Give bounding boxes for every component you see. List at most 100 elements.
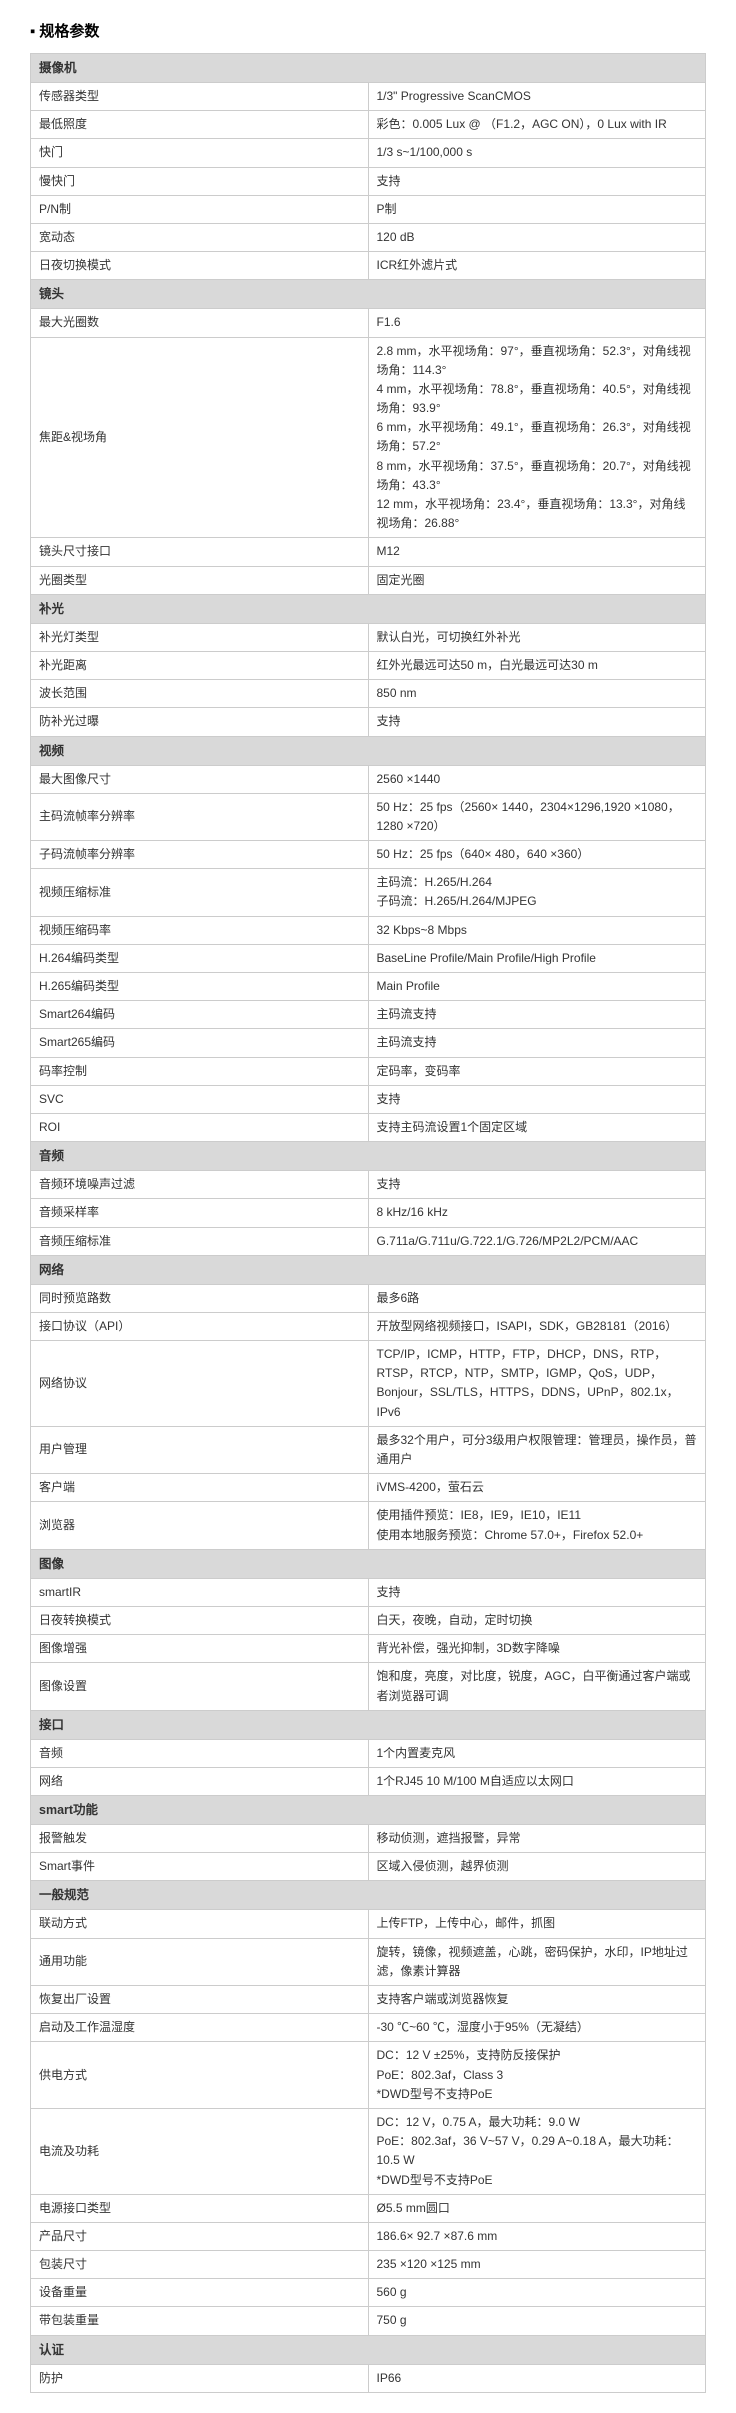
spec-value: IP66 (368, 2364, 706, 2392)
spec-label: 慢快门 (31, 167, 369, 195)
spec-label: Smart265编码 (31, 1029, 369, 1057)
spec-value: 红外光最远可达50 m，白光最远可达30 m (368, 651, 706, 679)
section-header: 音频 (31, 1142, 706, 1171)
section-header: 网络 (31, 1255, 706, 1284)
spec-label: 宽动态 (31, 223, 369, 251)
table-row: 同时预览路数最多6路 (31, 1284, 706, 1312)
spec-value: 彩色：0.005 Lux @ （F1.2，AGC ON），0 Lux with … (368, 111, 706, 139)
spec-value: 使用插件预览：IE8，IE9，IE10，IE11 使用本地服务预览：Chrome… (368, 1502, 706, 1549)
spec-value: 750 g (368, 2307, 706, 2335)
spec-value: 饱和度，亮度，对比度，锐度，AGC，白平衡通过客户端或者浏览器可调 (368, 1663, 706, 1710)
table-row: 视频压缩码率32 Kbps~8 Mbps (31, 916, 706, 944)
table-row: 防补光过曝支持 (31, 708, 706, 736)
section-header: 一般规范 (31, 1881, 706, 1910)
spec-label: 防补光过曝 (31, 708, 369, 736)
spec-label: 音频压缩标准 (31, 1227, 369, 1255)
spec-value: 主码流支持 (368, 1001, 706, 1029)
table-row: 音频环境噪声过滤支持 (31, 1171, 706, 1199)
spec-label: 防护 (31, 2364, 369, 2392)
spec-value: 1/3 s~1/100,000 s (368, 139, 706, 167)
spec-value: M12 (368, 538, 706, 566)
spec-value: 定码率，变码率 (368, 1057, 706, 1085)
spec-value: Ø5.5 mm圆口 (368, 2194, 706, 2222)
spec-value: G.711a/G.711u/G.722.1/G.726/MP2L2/PCM/AA… (368, 1227, 706, 1255)
table-row: 电源接口类型Ø5.5 mm圆口 (31, 2194, 706, 2222)
spec-label: 同时预览路数 (31, 1284, 369, 1312)
section-header-label: 视频 (31, 736, 706, 765)
section-header-label: 图像 (31, 1549, 706, 1578)
section-header: smart功能 (31, 1796, 706, 1825)
table-row: 供电方式DC：12 V ±25%，支持防反接保护 PoE：802.3af，Cla… (31, 2042, 706, 2109)
table-row: 光圈类型固定光圈 (31, 566, 706, 594)
table-row: 波长范围850 nm (31, 680, 706, 708)
spec-label: smartIR (31, 1578, 369, 1606)
section-header: 摄像机 (31, 54, 706, 83)
spec-value: 支持 (368, 167, 706, 195)
spec-value: 支持 (368, 1085, 706, 1113)
table-row: 日夜切换模式ICR红外滤片式 (31, 252, 706, 280)
table-row: 音频采样率8 kHz/16 kHz (31, 1199, 706, 1227)
table-row: 产品尺寸186.6× 92.7 ×87.6 mm (31, 2222, 706, 2250)
table-row: 报警触发移动侦测，遮挡报警，异常 (31, 1825, 706, 1853)
spec-label: 补光灯类型 (31, 623, 369, 651)
spec-label: 浏览器 (31, 1502, 369, 1549)
table-row: Smart事件区域入侵侦测，越界侦测 (31, 1853, 706, 1881)
spec-value: 186.6× 92.7 ×87.6 mm (368, 2222, 706, 2250)
section-header-label: 音频 (31, 1142, 706, 1171)
spec-value: 1个RJ45 10 M/100 M自适应以太网口 (368, 1767, 706, 1795)
table-row: ROI支持主码流设置1个固定区域 (31, 1113, 706, 1141)
table-row: H.264编码类型BaseLine Profile/Main Profile/H… (31, 944, 706, 972)
spec-value: 主码流支持 (368, 1029, 706, 1057)
spec-label: 恢复出厂设置 (31, 1986, 369, 2014)
spec-value: 默认白光，可切换红外补光 (368, 623, 706, 651)
spec-label: H.264编码类型 (31, 944, 369, 972)
table-row: 补光灯类型默认白光，可切换红外补光 (31, 623, 706, 651)
section-header: 图像 (31, 1549, 706, 1578)
spec-value: P制 (368, 195, 706, 223)
spec-label: 镜头尺寸接口 (31, 538, 369, 566)
spec-value: 移动侦测，遮挡报警，异常 (368, 1825, 706, 1853)
table-row: 接口协议（API）开放型网络视频接口，ISAPI，SDK，GB28181（201… (31, 1312, 706, 1340)
spec-value: 支持 (368, 1578, 706, 1606)
spec-label: 子码流帧率分辨率 (31, 841, 369, 869)
table-row: 启动及工作温湿度-30 ℃~60 ℃，湿度小于95%（无凝结） (31, 2014, 706, 2042)
table-row: smartIR支持 (31, 1578, 706, 1606)
spec-value: ICR红外滤片式 (368, 252, 706, 280)
spec-label: 供电方式 (31, 2042, 369, 2109)
spec-label: 传感器类型 (31, 83, 369, 111)
spec-label: 带包装重量 (31, 2307, 369, 2335)
spec-label: Smart264编码 (31, 1001, 369, 1029)
table-row: 网络协议TCP/IP，ICMP，HTTP，FTP，DHCP，DNS，RTP，RT… (31, 1341, 706, 1427)
spec-value: 32 Kbps~8 Mbps (368, 916, 706, 944)
table-row: 设备重量560 g (31, 2279, 706, 2307)
section-header: 镜头 (31, 280, 706, 309)
spec-value: F1.6 (368, 309, 706, 337)
spec-value: 560 g (368, 2279, 706, 2307)
section-header-label: 摄像机 (31, 54, 706, 83)
section-header: 接口 (31, 1710, 706, 1739)
spec-value: 旋转，镜像，视频遮盖，心跳，密码保护，水印，IP地址过滤，像素计算器 (368, 1938, 706, 1985)
table-row: 最低照度彩色：0.005 Lux @ （F1.2，AGC ON），0 Lux w… (31, 111, 706, 139)
table-row: 主码流帧率分辨率50 Hz：25 fps（2560× 1440，2304×129… (31, 793, 706, 840)
spec-value: 最多6路 (368, 1284, 706, 1312)
section-header-label: smart功能 (31, 1796, 706, 1825)
table-row: 客户端iVMS-4200，萤石云 (31, 1474, 706, 1502)
spec-label: 网络 (31, 1767, 369, 1795)
table-row: 镜头尺寸接口M12 (31, 538, 706, 566)
section-header-label: 补光 (31, 594, 706, 623)
spec-label: 焦距&视场角 (31, 337, 369, 538)
spec-value: 235 ×120 ×125 mm (368, 2251, 706, 2279)
spec-label: 视频压缩标准 (31, 869, 369, 916)
spec-value: 支持主码流设置1个固定区域 (368, 1113, 706, 1141)
spec-value: 50 Hz：25 fps（640× 480，640 ×360） (368, 841, 706, 869)
table-row: 子码流帧率分辨率50 Hz：25 fps（640× 480，640 ×360） (31, 841, 706, 869)
spec-table: 摄像机传感器类型1/3" Progressive ScanCMOS最低照度彩色：… (30, 53, 706, 2393)
section-header-label: 认证 (31, 2335, 706, 2364)
table-row: 视频压缩标准主码流：H.265/H.264 子码流：H.265/H.264/MJ… (31, 869, 706, 916)
spec-label: 日夜转换模式 (31, 1606, 369, 1634)
table-row: 恢复出厂设置支持客户端或浏览器恢复 (31, 1986, 706, 2014)
spec-value: 背光补偿，强光抑制，3D数字降噪 (368, 1635, 706, 1663)
spec-label: 波长范围 (31, 680, 369, 708)
spec-label: 主码流帧率分辨率 (31, 793, 369, 840)
table-row: 快门1/3 s~1/100,000 s (31, 139, 706, 167)
